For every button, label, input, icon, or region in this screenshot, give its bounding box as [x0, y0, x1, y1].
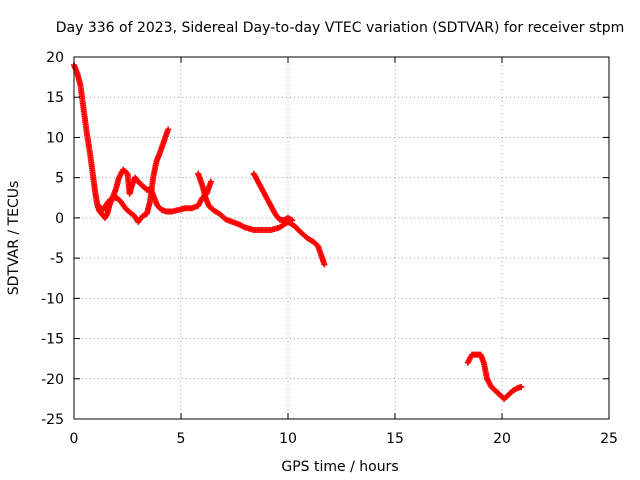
x-tick-label: 10: [279, 431, 297, 447]
y-tick-label: 15: [46, 90, 64, 106]
y-tick-label: -25: [41, 412, 64, 428]
y-tick-label: -20: [41, 372, 64, 388]
y-tick-label: 20: [46, 50, 64, 66]
series-arc-3: [195, 170, 328, 268]
grid: [74, 57, 609, 419]
data-point: [165, 126, 172, 133]
y-axis-label: SDTVAR / TECUs: [6, 181, 22, 296]
series-arc-5: [464, 351, 525, 402]
series-arc-4: [250, 170, 296, 224]
y-tick-label: 5: [55, 171, 64, 187]
plot-frame: [73, 56, 610, 420]
chart-title: Day 336 of 2023, Sidereal Day-to-day VTE…: [56, 20, 625, 36]
x-tick-label: 25: [600, 431, 618, 447]
series-arc-2: [95, 166, 214, 215]
y-tick-label: -15: [41, 332, 64, 348]
x-tick-label: 20: [493, 431, 511, 447]
y-tick-label: -10: [41, 291, 64, 307]
y-tick-label: 10: [46, 130, 64, 146]
data-point: [289, 217, 296, 224]
data-point: [518, 383, 525, 390]
y-tick-label: 0: [55, 211, 64, 227]
data-point: [321, 261, 328, 268]
y-tick-label: -5: [50, 251, 64, 267]
x-tick-label: 15: [386, 431, 404, 447]
data-points: [71, 62, 525, 402]
x-tick-label: 5: [177, 431, 186, 447]
x-tick-label: 0: [70, 431, 79, 447]
data-point: [207, 178, 214, 185]
axis-ticks: 0 5 10 15 20 25 20 15 10 5 0 -5 -10 -15 -20 -25: [41, 50, 618, 447]
x-axis-label: GPS time / hours: [281, 459, 398, 475]
